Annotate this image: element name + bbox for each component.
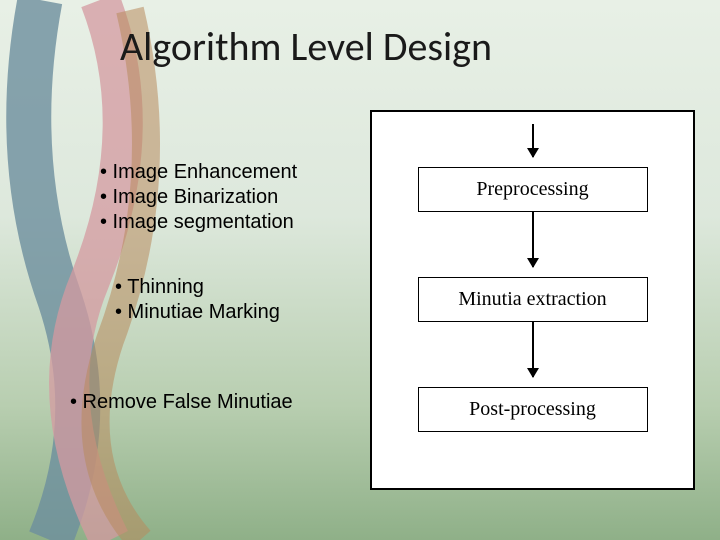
flow-box-0: Preprocessing: [418, 167, 648, 212]
bullet-item: • Image Enhancement: [100, 160, 297, 185]
flowchart-panel: Preprocessing Minutia extraction Post-proc…: [370, 110, 695, 490]
bullet-group-2: • Remove False Minutiae: [70, 390, 293, 415]
flow-box-2: Post-processing: [418, 387, 648, 432]
bullet-item: • Minutiae Marking: [115, 300, 280, 325]
page-title: Algorithm Level Design: [120, 22, 492, 71]
bullet-group-1: • Thinning• Minutiae Marking: [115, 275, 280, 325]
bullet-item: • Image segmentation: [100, 210, 297, 235]
bullet-item: • Image Binarization: [100, 185, 297, 210]
bullet-group-0: • Image Enhancement• Image Binarization•…: [100, 160, 297, 235]
bullet-item: • Remove False Minutiae: [70, 390, 293, 415]
bullet-item: • Thinning: [115, 275, 280, 300]
flow-arrow-2: [532, 322, 534, 377]
flow-box-1: Minutia extraction: [418, 277, 648, 322]
flow-arrow-1: [532, 212, 534, 267]
flow-arrow-0: [532, 124, 534, 157]
